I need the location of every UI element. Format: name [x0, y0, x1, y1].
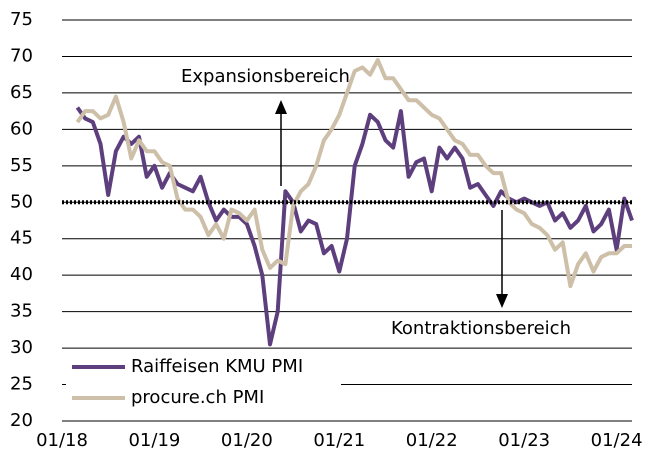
- y-tick-label: 35: [10, 301, 33, 322]
- annotation: Kontraktionsbereich: [391, 318, 571, 339]
- legend-label: Raiffeisen KMU PMI: [131, 356, 303, 377]
- y-tick-label: 60: [10, 118, 33, 139]
- y-tick-label: 20: [10, 410, 33, 431]
- arrow-head: [496, 294, 508, 308]
- arrow-head: [275, 100, 287, 114]
- y-tick-label: 45: [10, 228, 33, 249]
- y-tick-label: 70: [10, 45, 33, 66]
- x-tick-label: 01/23: [498, 430, 550, 451]
- x-tick-label: 01/22: [406, 430, 458, 451]
- y-tick-label: 65: [10, 82, 33, 103]
- x-tick-label: 01/18: [36, 430, 88, 451]
- legend-background: [66, 352, 341, 414]
- x-tick-label: 01/24: [591, 430, 643, 451]
- y-tick-label: 25: [10, 374, 33, 395]
- grid: 20 25 30 35 40 45 50 55 60 65 70 75: [10, 9, 632, 431]
- y-tick-label: 40: [10, 264, 33, 285]
- x-tick-label: 01/19: [128, 430, 180, 451]
- y-tick-label: 75: [10, 9, 33, 30]
- legend-label: procure.ch PMI: [131, 387, 264, 408]
- x-tick-label: 01/20: [221, 430, 273, 451]
- y-tick-label: 50: [10, 191, 33, 212]
- x-tick-label: 01/21: [313, 430, 365, 451]
- y-tick-label: 55: [10, 155, 33, 176]
- series-line: [75, 58, 632, 289]
- annotation: Expansionsbereich: [181, 66, 350, 87]
- legend: Raiffeisen KMU PMI procure.ch PMI: [66, 352, 341, 414]
- y-tick-label: 30: [10, 337, 33, 358]
- series-line: [75, 106, 634, 347]
